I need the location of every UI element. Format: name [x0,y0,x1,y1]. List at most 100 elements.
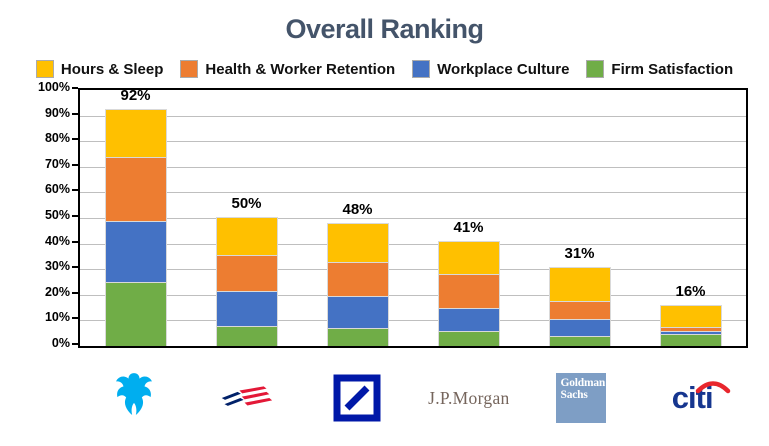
y-axis-tick-label: 90% [44,105,70,120]
y-axis-tick-label: 20% [44,284,70,299]
y-axis-tick-mark [72,189,78,192]
y-axis-tick-mark [72,87,78,89]
legend-label: Health & Worker Retention [205,60,396,78]
legend-swatch [586,60,605,78]
legend-item: Firm Satisfaction [586,60,733,78]
bar-segment [437,307,500,331]
y-axis-tick-mark [72,291,78,294]
bar-total-label: 41% [453,219,484,237]
bar-segment [326,328,389,346]
citi-red-arc-icon [695,381,731,394]
plot-area: 92% 50% 48% 41% 31% 16% [78,87,748,348]
bar-segment [215,216,278,256]
chart-legend: Hours & Sleep Health & Worker Retention Wo… [0,60,769,78]
legend-label: Hours & Sleep [60,60,164,78]
x-axis-logos: J.P.Morgan Goldman Sachs citi [78,352,748,444]
bar-segment [437,241,500,275]
jpmorgan-wordmark: J.P.Morgan [428,387,510,408]
citi-logo: citi [636,352,748,444]
bar-segment [548,301,611,320]
y-axis-tick-label: 80% [44,131,70,146]
gridline [80,320,746,322]
gridline [80,166,746,168]
bar-slot: 16% [635,90,746,346]
bar-slot: 41% [413,90,524,346]
goldman-sachs-line1: Goldman [560,377,606,389]
gridline [80,243,746,245]
bar-slot: 50% [191,90,302,346]
gridline [80,269,746,271]
goldman-sachs-line2: Sachs [560,389,588,402]
bar-segment [659,334,722,346]
legend-swatch [180,60,199,78]
barclays-logo [78,352,190,444]
bar-segment [215,255,278,291]
bar-slot: 48% [302,90,413,346]
stacked-bar [548,266,611,346]
bar-segment [548,335,611,346]
bar-segment [104,109,167,157]
gridline [80,294,746,296]
gridline [80,141,746,143]
barclays-eagle-icon [115,373,152,416]
y-axis-tick-label: 50% [44,208,70,222]
legend-item: Health & Worker Retention [180,60,395,78]
stacked-bar [437,241,500,346]
y-axis-tick-label: 60% [44,182,70,197]
bar-slot: 92% [80,87,191,346]
legend-swatch [412,60,431,78]
y-axis-tick-label: 100% [38,80,70,94]
y-axis-tick-label: 30% [44,259,70,274]
bar-segment [326,261,389,297]
goldman-sachs-box: Goldman Sachs [555,373,606,423]
y-axis-tick-mark [72,317,78,320]
bar-segment [104,156,167,221]
jpmorgan-logo: J.P.Morgan [413,352,525,444]
gridline [80,218,746,219]
bar-total-label: 16% [675,283,706,301]
chart-title: Overall Ranking [285,14,484,44]
bar-segment [659,330,722,335]
bar-total-label: 50% [231,194,262,212]
legend-swatch [35,60,54,78]
y-axis-tick-mark [72,215,78,217]
bar-total-label: 92% [120,87,151,105]
bank-of-america-flag-icon [221,386,272,406]
stacked-bar [215,216,278,346]
y-axis-tick-label: 40% [44,233,70,248]
bar-segment [104,282,167,346]
bar-slot: 31% [524,90,635,346]
stacked-bar [104,109,167,346]
bar-segment [104,220,167,282]
bar-segment [548,266,611,302]
goldman-sachs-logo: Goldman Sachs [525,352,637,444]
y-axis-tick-label: 10% [44,310,70,325]
legend-item: Workplace Culture [412,60,569,78]
stacked-bar [659,305,722,346]
y-axis-tick-mark [72,138,78,141]
deutsche-bank-slash-icon [333,374,381,422]
bar-segment [215,290,278,326]
bar-segment [659,305,722,327]
deutsche-bank-logo [301,352,413,444]
bar-segment [659,326,722,331]
y-axis-tick-label: 0% [51,336,70,350]
bar-total-label: 48% [342,201,373,219]
gridline [80,192,746,194]
bar-slots: 92% 50% 48% 41% 31% 16% [80,87,746,346]
bar-segment [437,330,500,346]
citi-wordmark: citi [672,380,731,416]
bar-segment [326,223,389,262]
legend-label: Workplace Culture [437,60,570,78]
y-axis-tick-mark [72,343,78,345]
legend-item: Hours & Sleep [35,60,164,78]
bar-segment [326,296,389,329]
bar-segment [437,274,500,308]
legend-label: Firm Satisfaction [611,60,734,78]
y-axis-tick-mark [72,240,78,243]
bank-of-america-logo [190,352,302,444]
y-axis-tick-mark [72,163,78,166]
y-axis-tick-label: 70% [44,156,70,171]
gridline [80,115,746,117]
